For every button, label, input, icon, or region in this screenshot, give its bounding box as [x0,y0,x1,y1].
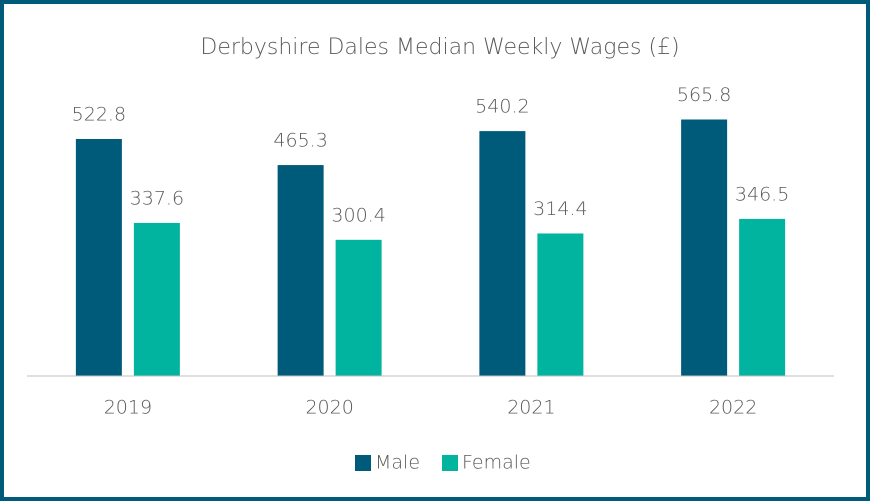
value-label: 314.4 [533,198,587,220]
bar [335,239,382,376]
bar [479,131,526,376]
value-label: 565.8 [677,84,731,106]
legend-swatch [355,455,371,471]
x-tick-label: 2019 [104,397,152,419]
x-tick-label: 2020 [305,397,353,419]
chart-title: Derbyshire Dales Median Weekly Wages (£) [200,35,679,60]
x-tick-label: 2021 [507,397,555,419]
value-label: 465.3 [273,130,327,152]
bar [75,138,122,376]
legend-label: Male [375,452,420,474]
bar [681,119,728,376]
value-label: 337.6 [130,187,184,209]
x-tick-label: 2022 [709,397,757,419]
value-label: 540.2 [475,96,529,118]
value-label: 346.5 [735,183,789,205]
bar [277,165,324,376]
value-label: 300.4 [331,204,385,226]
value-label: 522.8 [72,103,126,125]
bar [133,222,180,376]
legend-swatch [442,455,459,471]
bar [537,233,584,376]
bar [739,218,786,376]
legend-label: Female [462,452,531,474]
